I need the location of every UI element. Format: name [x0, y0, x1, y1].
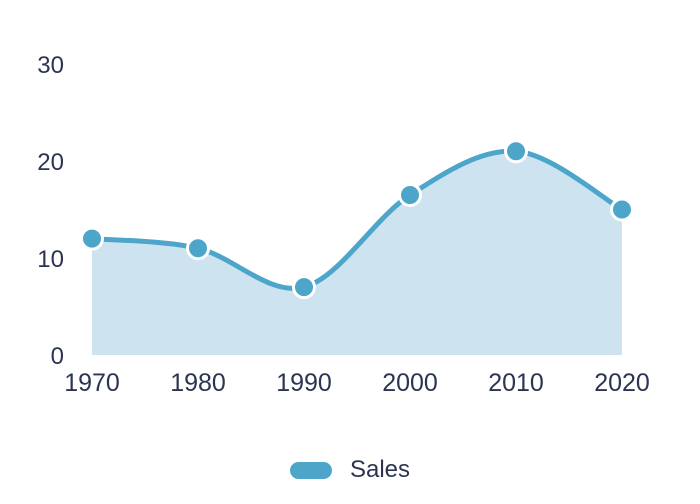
legend-item-sales[interactable]: Sales	[289, 456, 411, 483]
y-tick-20: 20	[37, 149, 64, 176]
data-point-2000[interactable]	[398, 183, 422, 207]
data-point-2020[interactable]	[610, 197, 634, 222]
x-tick-2020: 2020	[594, 369, 650, 397]
x-tick-1970: 1970	[64, 369, 120, 397]
x-tick-2000: 2000	[382, 369, 438, 397]
data-point-2010[interactable]	[504, 139, 528, 164]
sales-area-chart: 0 10 20 30 1970 1980 1990 2000 2010 2020	[37, 52, 650, 397]
data-point-1990[interactable]	[292, 275, 316, 300]
x-tick-1990: 1990	[276, 369, 332, 397]
legend-marker-sales	[289, 461, 332, 479]
chart-legend: Sales	[0, 453, 700, 487]
legend-label-sales: Sales	[349, 456, 411, 483]
x-tick-1980: 1980	[170, 369, 226, 397]
data-point-1970[interactable]	[80, 226, 104, 251]
y-tick-10: 10	[37, 246, 64, 273]
y-tick-30: 30	[37, 52, 64, 79]
data-point-1980[interactable]	[186, 236, 210, 261]
x-tick-2010: 2010	[488, 369, 544, 397]
y-tick-0: 0	[51, 343, 64, 370]
sales-area-fill	[92, 151, 622, 355]
